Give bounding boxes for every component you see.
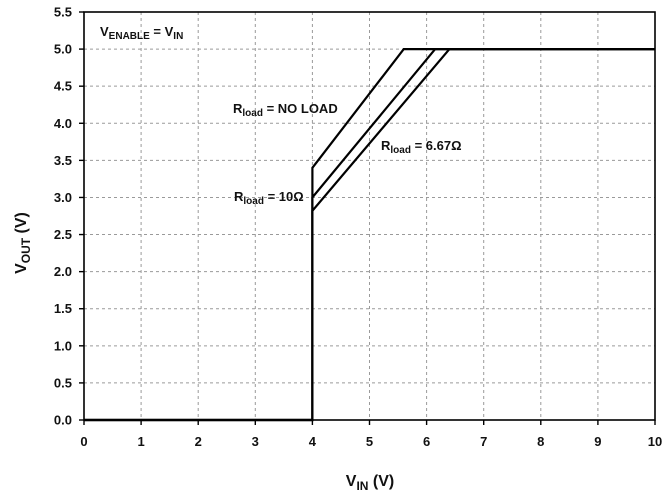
y-tick-label: 2.5 bbox=[54, 227, 72, 242]
y-tick-label: 5.5 bbox=[54, 5, 72, 20]
condition-label: VENABLE = VIN bbox=[100, 24, 183, 42]
x-tick-label: 5 bbox=[366, 434, 373, 449]
y-axis-title: VOUT (V) bbox=[13, 212, 33, 274]
x-tick-label: 7 bbox=[480, 434, 487, 449]
grid bbox=[84, 12, 655, 420]
y-tick-label: 3.5 bbox=[54, 153, 72, 168]
y-tick-label: 0.0 bbox=[54, 413, 72, 428]
x-tick-label: 6 bbox=[423, 434, 430, 449]
y-tick-label: 2.0 bbox=[54, 264, 72, 279]
x-tick-label: 3 bbox=[252, 434, 259, 449]
x-tick-label: 9 bbox=[594, 434, 601, 449]
x-tick-label: 4 bbox=[309, 434, 317, 449]
series-label-no-load: Rload = NO LOAD bbox=[233, 101, 338, 119]
x-axis-title: VIN (V) bbox=[346, 473, 394, 493]
series-label-6-67-ohm: Rload = 6.67Ω bbox=[381, 138, 462, 156]
y-tick-label: 0.5 bbox=[54, 375, 72, 390]
y-tick-label: 1.5 bbox=[54, 301, 72, 316]
y-tick-label: 4.0 bbox=[54, 116, 72, 131]
x-tick-labels: 0 1 2 3 4 5 6 7 8 9 10 bbox=[80, 420, 662, 449]
y-tick-label: 4.5 bbox=[54, 79, 72, 94]
series-label-10-ohm: Rload = 10Ω bbox=[234, 189, 304, 207]
x-tick-label: 2 bbox=[195, 434, 202, 449]
x-tick-label: 0 bbox=[80, 434, 87, 449]
x-tick-label: 1 bbox=[137, 434, 144, 449]
x-tick-label: 8 bbox=[537, 434, 544, 449]
y-tick-labels: 0.0 0.5 1.0 1.5 2.0 2.5 3.0 3.5 4.0 4.5 5.0 5.5 bbox=[54, 5, 84, 428]
y-tick-label: 3.0 bbox=[54, 190, 72, 205]
y-tick-label: 5.0 bbox=[54, 42, 72, 57]
x-tick-label: 10 bbox=[648, 434, 662, 449]
y-tick-label: 1.0 bbox=[54, 338, 72, 353]
